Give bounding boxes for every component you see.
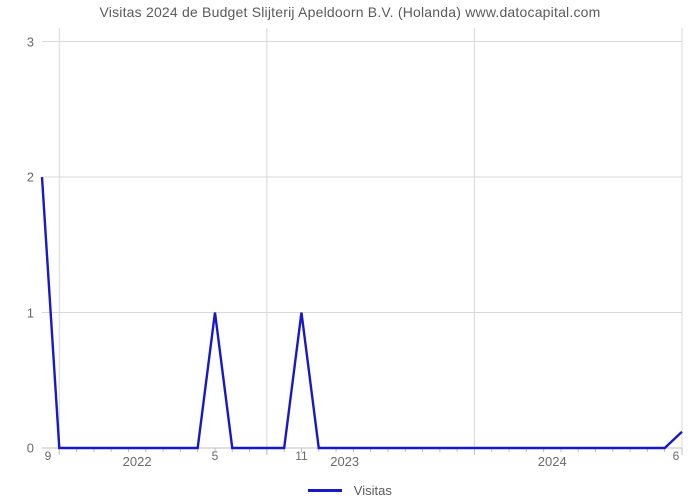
legend: Visitas bbox=[0, 482, 700, 498]
x-tick-label: 2023 bbox=[330, 448, 359, 469]
x-tick-label: 2022 bbox=[123, 448, 152, 469]
plot-area: 012320222023202495116 bbox=[42, 28, 682, 448]
chart-title: Visitas 2024 de Budget Slijterij Apeldoo… bbox=[0, 4, 700, 20]
data-point-label: 6 bbox=[673, 448, 680, 463]
chart-svg bbox=[42, 28, 682, 460]
y-tick-label: 0 bbox=[27, 441, 42, 456]
y-tick-label: 3 bbox=[27, 34, 42, 49]
data-point-label: 5 bbox=[212, 448, 219, 463]
data-point-label: 11 bbox=[295, 448, 307, 463]
data-point-label: 9 bbox=[45, 448, 52, 463]
x-tick-label: 2024 bbox=[538, 448, 567, 469]
legend-swatch bbox=[308, 489, 342, 492]
legend-label: Visitas bbox=[354, 483, 392, 498]
y-tick-label: 1 bbox=[27, 305, 42, 320]
y-tick-label: 2 bbox=[27, 170, 42, 185]
